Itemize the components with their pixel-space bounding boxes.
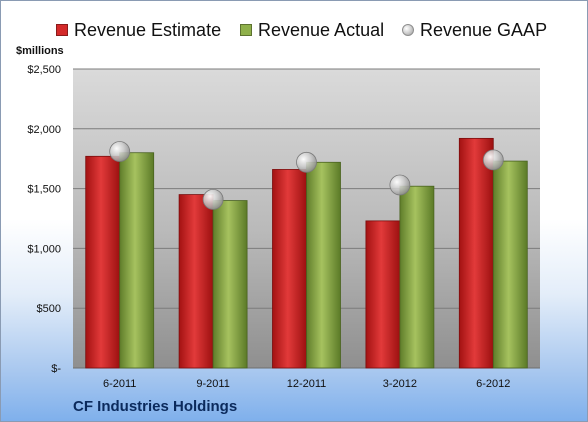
x-tick-label: 6-2011 (103, 378, 136, 390)
legend-swatch-revenue-actual (240, 24, 252, 36)
bar-revenue-estimate (178, 194, 214, 369)
bar-revenue-estimate (272, 169, 307, 369)
bar-revenue-actual (306, 161, 341, 369)
marker-revenue-gaap (202, 188, 224, 210)
legend-label-revenue-actual: Revenue Actual (258, 19, 385, 40)
bar-revenue-actual (492, 160, 528, 369)
x-tick-label: 3-2012 (383, 378, 417, 390)
bar-revenue-estimate (365, 220, 401, 369)
marker-revenue-gaap (296, 151, 317, 173)
legend-label-revenue-estimate: Revenue Estimate (74, 19, 222, 40)
x-tick-label: 12-2011 (287, 378, 327, 390)
y-tick-label: $- (51, 363, 61, 375)
bar-revenue-actual (119, 152, 155, 369)
y-tick-label: $1,500 (27, 184, 61, 196)
legend-swatch-revenue-gaap (402, 24, 414, 36)
legend-item-revenue-estimate: Revenue Estimate (56, 18, 221, 42)
y-axis-unit-label: $millions (16, 45, 64, 57)
y-tick-label: $1,000 (27, 243, 61, 255)
legend-swatch-revenue-estimate (56, 24, 68, 36)
bar-revenue-estimate (458, 137, 494, 369)
x-tick-label: 6-2012 (476, 378, 510, 390)
legend: Revenue Estimate Revenue Actual Revenue … (1, 18, 587, 42)
marker-revenue-gaap (482, 149, 504, 171)
bar-revenue-actual (399, 185, 435, 369)
bar-revenue-estimate (85, 155, 121, 369)
y-tick-label: $2,500 (27, 64, 61, 76)
y-tick-label: $2,000 (27, 124, 61, 136)
x-tick-label: 9-2011 (196, 378, 229, 390)
marker-revenue-gaap (389, 174, 411, 196)
legend-item-revenue-gaap: Revenue GAAP (402, 18, 547, 42)
bar-revenue-actual (212, 200, 248, 369)
y-tick-label: $500 (37, 303, 61, 315)
legend-label-revenue-gaap: Revenue GAAP (420, 19, 548, 40)
legend-item-revenue-actual: Revenue Actual (240, 18, 384, 42)
marker-revenue-gaap (109, 141, 131, 162)
company-name: CF Industries Holdings (73, 398, 238, 415)
